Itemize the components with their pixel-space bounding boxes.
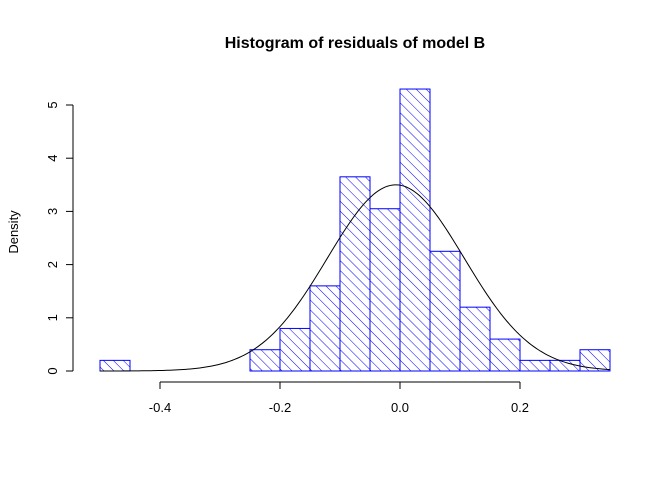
y-tick-label: 4 — [45, 155, 60, 162]
histogram-bar — [519, 359, 551, 372]
histogram-bar — [369, 208, 401, 372]
chart-title: Histogram of residuals of model B — [225, 35, 485, 52]
y-tick-label: 2 — [45, 261, 60, 268]
histogram-bar — [459, 306, 491, 372]
histogram-bar — [249, 349, 281, 372]
x-tick-label: 0.0 — [391, 400, 409, 415]
y-tick-label: 0 — [45, 367, 60, 374]
y-axis-label: Density — [6, 210, 21, 254]
histogram-bar — [399, 88, 431, 372]
normal-density-curve — [100, 184, 611, 372]
histogram-bar — [99, 359, 131, 372]
histogram-bar — [579, 349, 611, 372]
y-tick-label: 5 — [45, 101, 60, 108]
histogram-bar — [339, 176, 371, 372]
y-tick-label: 3 — [45, 208, 60, 215]
x-tick-label: -0.4 — [149, 400, 171, 415]
histogram-bar — [279, 327, 311, 372]
bars-group — [99, 88, 611, 372]
histogram-bar — [489, 338, 521, 372]
histogram-bar — [309, 285, 341, 372]
x-axis: -0.4 -0.2 0.0 0.2 — [149, 381, 529, 415]
y-tick-label: 1 — [45, 314, 60, 321]
x-tick-label: 0.2 — [511, 400, 529, 415]
x-tick-label: -0.2 — [269, 400, 291, 415]
y-axis: 0 1 2 3 4 5 — [45, 101, 74, 375]
histogram-bar — [429, 250, 461, 372]
